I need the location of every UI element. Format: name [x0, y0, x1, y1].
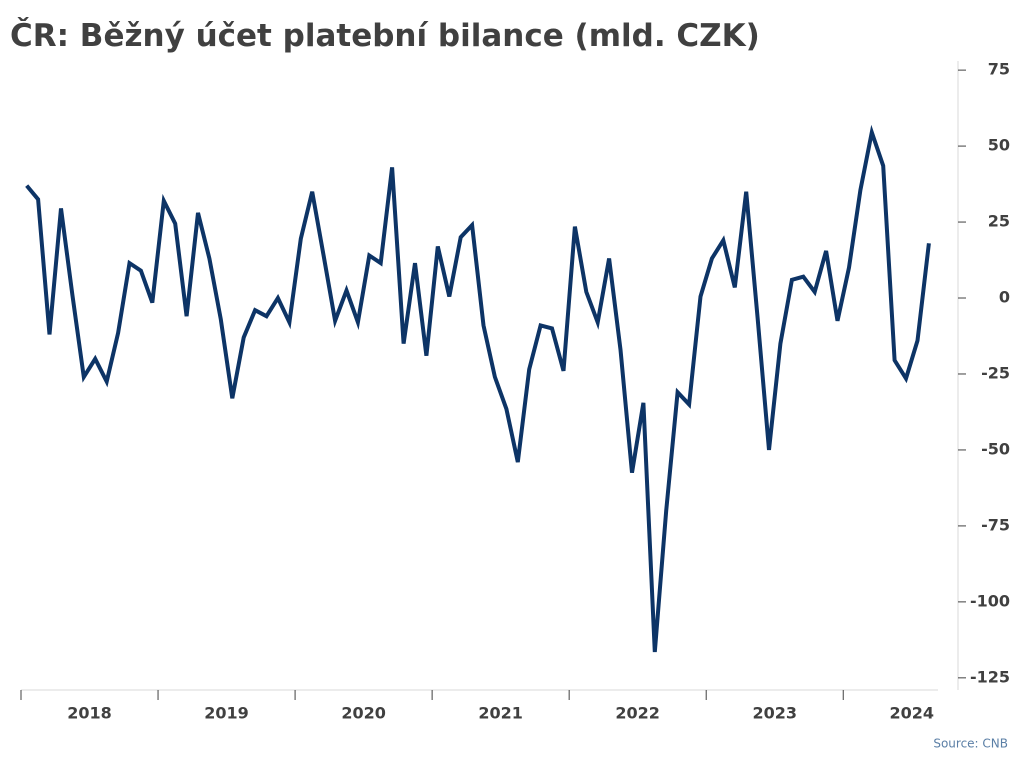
y-tick-label: -50: [981, 439, 1010, 458]
y-tick-label: -75: [981, 515, 1010, 534]
x-tick-label: 2021: [478, 704, 523, 723]
data-line: [25, 124, 931, 653]
x-tick-label: 2023: [752, 704, 797, 723]
y-tick-label: 50: [988, 136, 1010, 155]
x-tick-label: 2024: [889, 704, 934, 723]
y-tick-label: -25: [981, 363, 1010, 382]
x-tick-label: 2020: [341, 704, 386, 723]
x-tick-label: 2018: [67, 704, 112, 723]
chart-title: ČR: Běžný účet platební bilance (mld. CZ…: [10, 17, 760, 54]
y-tick-label: 75: [988, 60, 1010, 79]
source-note: Source: CNB: [933, 737, 1008, 751]
y-tick-label: -100: [970, 591, 1010, 610]
y-tick-label: 25: [988, 212, 1010, 231]
x-tick-label: 2019: [204, 704, 249, 723]
y-tick-label: 0: [999, 288, 1010, 307]
y-tick-label: -125: [970, 667, 1010, 686]
x-tick-label: 2022: [615, 704, 660, 723]
